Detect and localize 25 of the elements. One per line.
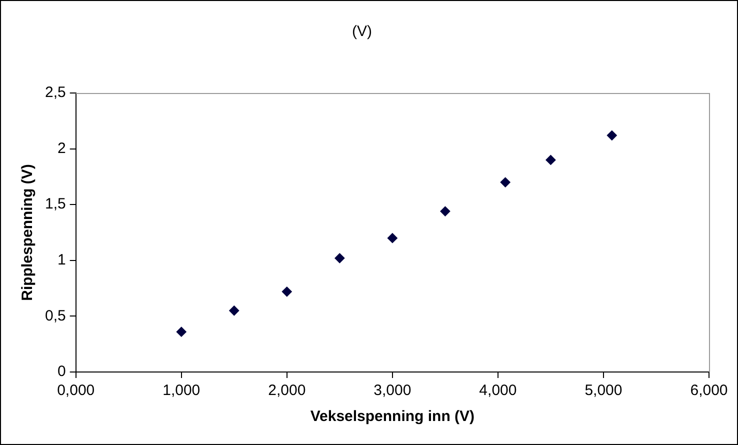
y-tick-label: 1 bbox=[58, 252, 66, 269]
point bbox=[282, 286, 292, 297]
y-tick-label: 0,5 bbox=[44, 307, 66, 324]
x-tick-label: 0,000 bbox=[57, 382, 95, 400]
point bbox=[440, 206, 450, 216]
point bbox=[334, 253, 345, 264]
x-tick-label: 2,000 bbox=[268, 382, 306, 400]
x-tick-label: 4,000 bbox=[479, 382, 517, 400]
y-axis-title: Ripplespenning (V) bbox=[19, 164, 36, 301]
x-tick-label: 5,000 bbox=[584, 382, 622, 400]
chart-title: (V) bbox=[352, 23, 372, 40]
x-tick-label: 1,000 bbox=[162, 382, 200, 400]
point bbox=[546, 154, 556, 165]
y-tick-label: 2 bbox=[58, 140, 66, 157]
y-tick-label: 0 bbox=[58, 363, 66, 380]
y-tick-label: 1,5 bbox=[44, 196, 66, 213]
point bbox=[606, 130, 617, 140]
y-tick-label: 2,5 bbox=[44, 84, 66, 102]
x-axis-title: Vekselspenning inn (V) bbox=[310, 408, 475, 426]
point bbox=[229, 306, 240, 316]
x-tick-label: 3,000 bbox=[374, 382, 412, 400]
x-tick-label: 6,000 bbox=[690, 382, 728, 400]
point bbox=[176, 326, 186, 337]
point bbox=[387, 233, 398, 244]
point bbox=[500, 177, 510, 188]
